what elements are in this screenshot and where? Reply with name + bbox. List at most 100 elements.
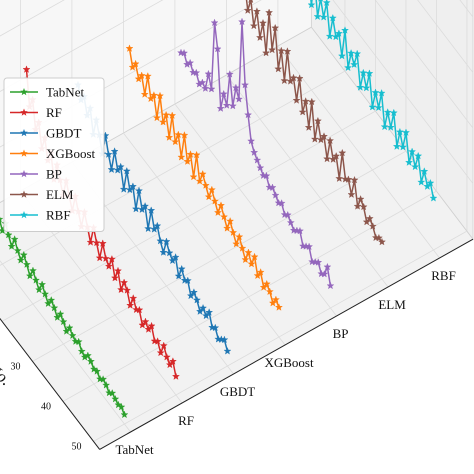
data-point-elm-13 <box>265 8 274 16</box>
data-point-bp-10 <box>204 69 213 78</box>
data-point-bp-13 <box>213 44 222 53</box>
data-point-xgboost-38 <box>238 244 247 252</box>
data-point-xgboost-30 <box>213 208 222 216</box>
data-point-tabnet-35 <box>74 337 83 346</box>
data-point-gbdt-20 <box>131 204 140 213</box>
data-point-rbf-28 <box>362 83 371 92</box>
grid-line-category <box>277 45 440 259</box>
data-point-xgboost-37 <box>235 232 244 241</box>
legend-star-icon <box>20 190 28 198</box>
data-point-xgboost-16 <box>171 137 180 146</box>
legend-label: TabNet <box>46 85 84 100</box>
data-point-tabnet-39 <box>86 357 95 365</box>
data-point-tabnet-22 <box>35 285 44 294</box>
data-point-rbf-42 <box>405 158 414 166</box>
data-point-tabnet-36 <box>77 347 86 355</box>
data-point-tabnet-38 <box>83 351 92 360</box>
data-point-elm-43 <box>356 195 365 203</box>
data-point-rbf-14 <box>319 13 328 21</box>
data-point-xgboost-33 <box>223 224 232 232</box>
legend-label: RBF <box>46 208 71 223</box>
data-point-elm-9 <box>252 7 261 15</box>
data-point-bp-6 <box>192 68 201 77</box>
data-point-tabnet-26 <box>47 296 56 304</box>
data-point-elm-40 <box>347 190 356 198</box>
data-point-xgboost-44 <box>256 268 265 276</box>
data-point-elm-19 <box>283 47 292 55</box>
data-point-tabnet-16 <box>16 256 25 264</box>
data-point-gbdt-43 <box>202 311 211 320</box>
data-point-gbdt-42 <box>199 303 208 312</box>
data-point-tabnet-49 <box>117 402 126 411</box>
category-tick-bp: BP <box>333 326 349 341</box>
data-point-rbf-43 <box>408 147 417 156</box>
data-point-xgboost-8 <box>146 94 155 103</box>
data-point-tabnet-47 <box>111 394 120 403</box>
data-point-xgboost-1 <box>125 44 134 52</box>
data-point-elm-33 <box>326 136 335 145</box>
data-point-rf-24 <box>92 238 101 247</box>
legend-label: ELM <box>46 187 74 202</box>
data-point-bp-40 <box>295 226 304 235</box>
data-point-rbf-49 <box>426 178 435 187</box>
data-point-xgboost-29 <box>210 197 219 205</box>
data-point-bp-21 <box>238 17 246 26</box>
data-point-tabnet-24 <box>41 289 50 298</box>
data-point-rf-47 <box>162 352 171 361</box>
series-line-elm <box>245 0 383 243</box>
data-point-rbf-33 <box>377 89 386 97</box>
data-point-rbf-39 <box>395 127 404 136</box>
data-point-rbf-17 <box>328 13 337 22</box>
data-point-gbdt-25 <box>147 206 156 214</box>
legend-star-icon <box>20 129 28 137</box>
data-point-tabnet-50 <box>120 410 129 419</box>
grid-line-no <box>1 110 376 322</box>
data-point-xgboost-7 <box>143 72 152 80</box>
data-point-rf-49 <box>168 357 177 365</box>
data-point-rbf-32 <box>374 103 383 112</box>
data-point-rbf-40 <box>398 142 407 151</box>
data-point-xgboost-24 <box>195 177 204 185</box>
data-point-rbf-21 <box>341 26 349 34</box>
data-point-gbdt-22 <box>138 205 147 213</box>
category-tick-xgboost: XGBoost <box>264 355 314 370</box>
data-point-rf-32 <box>117 285 126 294</box>
category-tick-elm: ELM <box>378 297 406 312</box>
legend-label: BP <box>46 167 62 182</box>
data-point-rf-41 <box>144 325 153 333</box>
data-point-gbdt-12 <box>107 165 116 173</box>
data-point-bp-15 <box>219 89 228 98</box>
legend-entry-elm: ELM <box>10 187 74 202</box>
legend-box <box>3 77 105 232</box>
data-point-bp-18 <box>228 101 237 110</box>
category-tick-tabnet: TabNet <box>116 442 154 457</box>
data-point-bp-11 <box>207 84 216 93</box>
legend-entry-rf: RF <box>10 105 62 120</box>
data-point-rbf-20 <box>337 51 346 60</box>
data-point-rf-27 <box>101 254 110 262</box>
data-point-xgboost-32 <box>220 212 229 221</box>
data-point-elm-47 <box>368 222 377 230</box>
data-point-rbf-22 <box>344 63 353 72</box>
data-point-bp-26 <box>253 156 262 164</box>
data-point-elm-8 <box>249 21 258 30</box>
data-point-bp-48 <box>320 269 329 278</box>
data-point-bp-12 <box>210 18 219 27</box>
data-point-rbf-36 <box>386 123 395 131</box>
data-point-elm-26 <box>304 123 313 131</box>
data-point-tabnet-33 <box>68 331 77 340</box>
data-point-gbdt-39 <box>189 288 198 296</box>
data-point-rf-22 <box>86 238 95 246</box>
data-point-elm-27 <box>307 97 316 106</box>
data-point-elm-28 <box>310 135 319 143</box>
data-point-rf-39 <box>138 320 147 329</box>
data-point-bp-4 <box>186 58 195 67</box>
data-point-bp-29 <box>262 171 271 180</box>
data-point-rbf-37 <box>389 108 398 117</box>
data-point-rf-42 <box>147 321 156 330</box>
grid-line-category <box>123 132 286 346</box>
data-point-gbdt-38 <box>186 291 195 300</box>
data-point-gbdt-34 <box>174 271 183 280</box>
data-point-elm-49 <box>374 233 383 242</box>
grid-line-category <box>0 260 131 433</box>
